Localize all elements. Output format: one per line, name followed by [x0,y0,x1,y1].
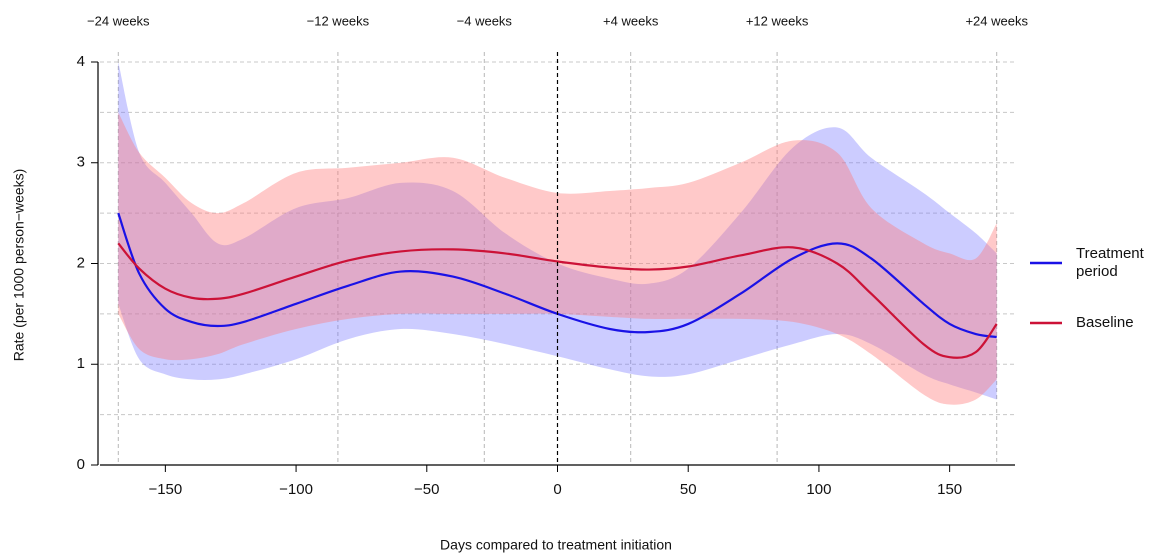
series-line [117,242,998,359]
y-axis-label: Rate (per 1000 person−weeks) [11,169,27,362]
x-axis-label: Days compared to treatment initiation [440,537,672,553]
y-tick-label: 1 [77,355,85,372]
legend-label: Treatment period [1076,245,1144,280]
y-tick-label: 4 [77,53,85,70]
x-tick-label: −150 [148,481,182,498]
week-label: +24 weeks [965,13,1028,28]
x-tick-label: 150 [937,481,962,498]
x-tick-label: −50 [414,481,439,498]
week-label: −12 weeks [307,13,370,28]
y-tick-label: 0 [77,456,85,473]
confidence-band [118,62,997,400]
x-tick-label: 50 [680,481,697,498]
x-tick-label: 100 [806,481,831,498]
legend-label: Baseline [1076,314,1134,331]
week-label: −4 weeks [457,13,513,28]
x-tick-label: −100 [279,481,313,498]
y-tick-label: 2 [77,254,85,271]
week-label: +4 weeks [603,13,659,28]
x-tick-label: 0 [553,481,561,498]
y-tick-label: 3 [77,154,85,171]
week-label: +12 weeks [746,13,809,28]
week-label: −24 weeks [87,13,150,28]
